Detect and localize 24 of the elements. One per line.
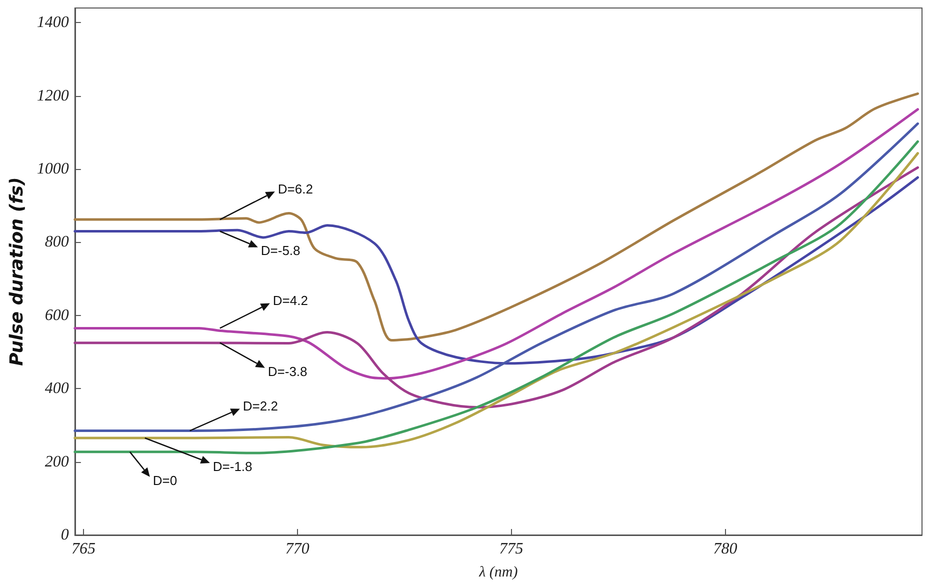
line-series bbox=[74, 92, 919, 342]
y-tick-label: 1000 bbox=[36, 160, 69, 178]
y-tick-label: 600 bbox=[44, 306, 69, 324]
x-tick-label: 780 bbox=[713, 540, 738, 558]
x-axis-title: λ (nm) bbox=[478, 564, 518, 580]
y-tick-label: 1400 bbox=[36, 14, 69, 32]
series-label: D=2.2 bbox=[242, 398, 278, 414]
x-tick-label: 765 bbox=[71, 540, 96, 558]
x-tick-label: 770 bbox=[285, 540, 310, 558]
y-tick-label: 0 bbox=[60, 526, 69, 544]
line-series bbox=[74, 166, 919, 409]
line-series bbox=[74, 108, 919, 380]
series-label: D=-3.8 bbox=[268, 364, 308, 379]
series-label: D=0 bbox=[152, 472, 178, 488]
y-tick-label: 200 bbox=[44, 453, 69, 470]
series-label: D=-5.8 bbox=[260, 243, 300, 258]
y-tick-label: 1200 bbox=[36, 87, 69, 104]
series-label: D=6.2 bbox=[278, 182, 313, 197]
y-tick-label: 800 bbox=[44, 234, 69, 251]
y-tick-label: 400 bbox=[44, 380, 69, 398]
x-tick-label: 775 bbox=[499, 540, 524, 558]
y-axis-title: Pulse duration (fs) bbox=[6, 177, 28, 366]
series-label: D=-1.8 bbox=[212, 459, 252, 474]
text: D=4.2 bbox=[272, 293, 308, 308]
